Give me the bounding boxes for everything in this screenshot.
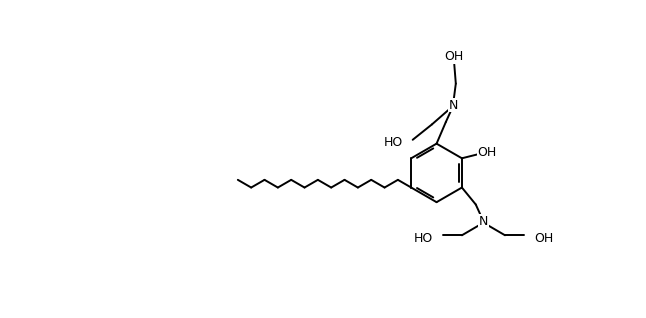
Text: OH: OH	[444, 50, 464, 63]
Text: OH: OH	[534, 232, 554, 245]
Text: HO: HO	[384, 136, 402, 149]
Text: N: N	[479, 215, 488, 228]
Text: HO: HO	[413, 232, 433, 245]
Text: N: N	[449, 99, 458, 112]
Text: OH: OH	[477, 146, 497, 159]
